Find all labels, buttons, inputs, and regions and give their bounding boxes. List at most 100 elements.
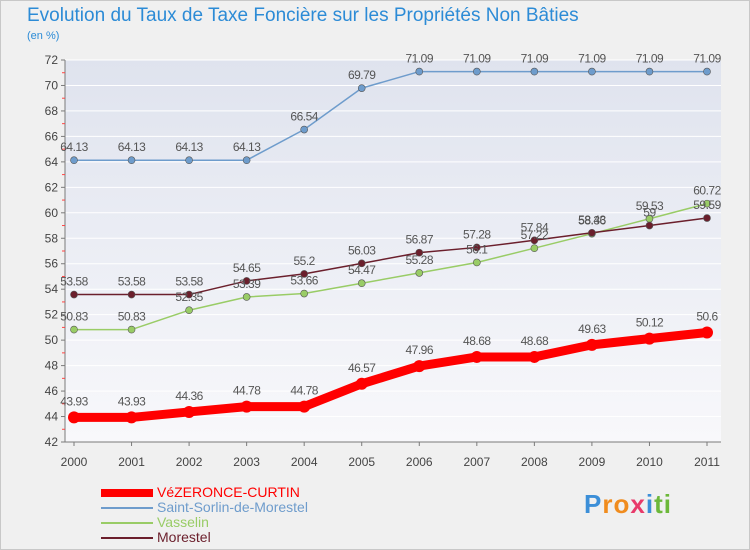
data-label-vasselin: 54.47 (348, 263, 376, 277)
data-point-vezeronce-curtin (183, 405, 196, 418)
grid-lines (65, 59, 721, 443)
data-point-morestel (185, 290, 193, 299)
data-labels: 64.13 64.13 64.13 64.13 66.54 69.79 71.09 71.09… (60, 52, 722, 409)
legend-label-vasselin: Vasselin (157, 514, 209, 530)
y-tick-label: 70 (45, 78, 59, 92)
logo-letter: i (645, 489, 655, 519)
legend-swatch-vasselin (101, 522, 153, 524)
y-tick-label: 68 (45, 104, 59, 118)
series-line-vezeronce-curtin (69, 327, 712, 422)
y-tick-label: 58 (45, 231, 59, 245)
series-line-saint-sorlin-de-morestel (73, 70, 708, 161)
data-point-vezeronce-curtin (585, 338, 598, 351)
data-label-vasselin: 52.35 (175, 290, 203, 304)
legend-swatch-morestel (101, 537, 153, 539)
data-point-morestel (127, 290, 136, 299)
x-tick-label: 2008 (521, 455, 548, 469)
data-label-saint-sorlin-de-morestel: 66.54 (290, 110, 318, 124)
data-label-saint-sorlin-de-morestel: 71.09 (636, 52, 664, 66)
y-tick-label: 62 (45, 180, 59, 194)
data-label-morestel: 54.65 (233, 261, 261, 275)
data-label-saint-sorlin-de-morestel: 71.09 (406, 52, 434, 66)
y-tick-label: 54 (45, 282, 59, 296)
data-point-vasselin (530, 244, 539, 252)
data-point-vezeronce-curtin (240, 400, 253, 413)
logo-letter: x (630, 489, 646, 519)
proxiti-logo: Proxiti (584, 489, 672, 520)
data-label-vasselin: 53.66 (290, 274, 318, 288)
data-label-vezeronce-curtin: 46.57 (348, 361, 376, 375)
logo-letter: t (654, 489, 664, 519)
data-point-vasselin (357, 279, 366, 288)
data-point-vasselin (70, 325, 78, 334)
data-label-saint-sorlin-de-morestel: 71.09 (521, 52, 549, 66)
data-label-morestel: 59.59 (693, 198, 721, 212)
plot-area (65, 60, 721, 442)
x-tick-label: 2010 (636, 455, 663, 469)
x-tick-label: 2005 (348, 455, 375, 469)
data-point-morestel (645, 221, 654, 230)
x-tick-label: 2011 (694, 455, 720, 469)
data-point-morestel (473, 243, 481, 252)
data-point-vasselin (415, 269, 424, 277)
data-label-saint-sorlin-de-morestel: 64.13 (233, 140, 261, 154)
data-label-vezeronce-curtin: 47.96 (406, 343, 434, 357)
legend-swatch-saint-sorlin (101, 507, 153, 509)
legend-label-vezeronce-curtin: VéZERONCE-CURTIN (157, 484, 300, 500)
data-label-morestel: 56.87 (406, 233, 434, 247)
data-point-morestel (588, 228, 596, 237)
x-tick-label: 2002 (176, 455, 203, 469)
y-tick-label: 50 (45, 333, 59, 347)
data-point-morestel (300, 270, 308, 278)
data-label-vezeronce-curtin: 44.36 (175, 389, 203, 403)
data-label-vezeronce-curtin: 43.93 (60, 394, 88, 408)
x-tick-label: 2004 (291, 455, 318, 469)
data-label-vasselin: 53.39 (233, 277, 261, 291)
data-label-vezeronce-curtin: 48.68 (521, 334, 549, 348)
data-label-vezeronce-curtin: 44.78 (233, 384, 261, 398)
data-label-saint-sorlin-de-morestel: 64.13 (118, 140, 146, 154)
data-point-vezeronce-curtin (68, 411, 80, 424)
data-point-saint-sorlin-de-morestel (645, 67, 654, 76)
data-label-morestel: 53.58 (60, 275, 88, 289)
data-label-vezeronce-curtin: 49.63 (578, 322, 606, 336)
data-point-vezeronce-curtin (701, 326, 713, 339)
data-point-saint-sorlin-de-morestel (703, 67, 711, 76)
legend-label-saint-sorlin: Saint-Sorlin-de-Morestel (157, 499, 308, 515)
y-tick-label: 44 (45, 410, 59, 424)
data-label-vasselin: 50.83 (118, 310, 146, 324)
data-point-vasselin (242, 293, 251, 301)
legend-label-morestel: Morestel (157, 529, 211, 545)
data-point-vezeronce-curtin (355, 377, 368, 390)
data-point-saint-sorlin-de-morestel (242, 156, 251, 165)
data-label-vasselin: 60.72 (693, 184, 721, 198)
data-label-morestel: 59 (643, 206, 656, 220)
data-label-vezeronce-curtin: 50.12 (636, 316, 664, 330)
x-tick-label: 2003 (233, 455, 260, 469)
y-tick-label: 46 (45, 384, 59, 398)
data-point-saint-sorlin-de-morestel (530, 67, 539, 76)
data-label-saint-sorlin-de-morestel: 71.09 (463, 52, 491, 66)
data-point-morestel (242, 277, 251, 285)
data-label-vezeronce-curtin: 43.93 (118, 394, 146, 408)
y-axis-unit-label: (en %) (27, 30, 60, 42)
data-label-saint-sorlin-de-morestel: 64.13 (60, 140, 88, 154)
series-lines (68, 67, 713, 424)
data-point-vasselin (300, 289, 308, 298)
y-tick-label: 52 (45, 308, 59, 322)
data-label-vasselin: 55.28 (406, 253, 434, 267)
y-tick-label: 60 (45, 206, 59, 220)
data-point-saint-sorlin-de-morestel (185, 156, 193, 165)
data-label-vasselin: 59.53 (636, 199, 664, 213)
y-tick-label: 64 (45, 155, 59, 169)
data-point-vasselin (473, 258, 481, 267)
x-tick-label: 2000 (61, 455, 88, 469)
data-point-saint-sorlin-de-morestel (300, 125, 308, 134)
y-tick-label: 42 (45, 435, 59, 449)
data-label-morestel: 53.58 (175, 275, 203, 289)
data-point-morestel (70, 290, 78, 299)
logo-letter: P (584, 489, 603, 519)
data-point-vezeronce-curtin (413, 360, 426, 373)
chart-title: Evolution du Taux de Taxe Foncière sur l… (27, 5, 579, 26)
